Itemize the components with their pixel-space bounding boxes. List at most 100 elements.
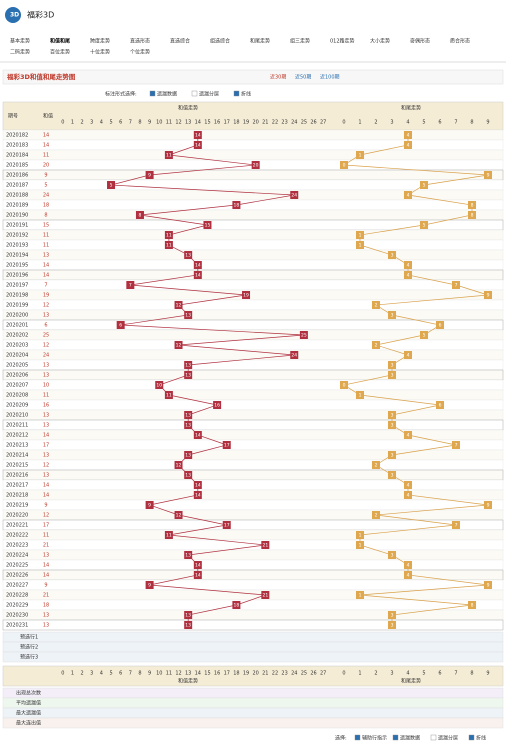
sum-value: 12 [43, 303, 49, 309]
checkbox[interactable] [354, 734, 361, 741]
sum-marker [299, 331, 308, 339]
tail-marker [420, 331, 428, 339]
sum-value: 13 [43, 363, 49, 369]
sum-marker-label: 13 [185, 363, 191, 369]
sum-marker [261, 541, 270, 549]
row-bg [2, 539, 504, 551]
nav-link[interactable]: 二码走势 [10, 49, 30, 56]
stat-row [2, 717, 504, 729]
row-bg [2, 269, 504, 281]
stat-row [2, 687, 504, 699]
tail-marker [356, 231, 364, 239]
tail-marker-label: 6 [439, 403, 442, 409]
axis-label: 20 [252, 671, 258, 677]
sum-marker [222, 521, 231, 529]
sum-marker [164, 231, 173, 239]
nav-link[interactable]: 奇偶形态 [410, 38, 430, 45]
period: 2020205 [6, 363, 28, 369]
sum-marker [251, 161, 260, 169]
sum-marker-label: 13 [185, 373, 191, 379]
row-bg [2, 359, 504, 371]
filter-link[interactable]: 近50期 [295, 74, 311, 81]
row-bg [2, 609, 504, 621]
tail-marker-label: 3 [391, 373, 394, 379]
period: 2020203 [6, 343, 28, 349]
nav-link[interactable]: 和尾走势 [250, 38, 270, 45]
sum-marker-label: 13 [185, 413, 191, 419]
nav-link[interactable]: 个位走势 [130, 49, 150, 56]
row-bg [2, 229, 504, 241]
predict-label[interactable]: 预选行3 [20, 654, 38, 661]
option-text: 折线 [241, 91, 251, 98]
sum-marker-label: 13 [185, 423, 191, 429]
sum-marker-label: 14 [195, 263, 201, 269]
sum-value: 20 [43, 163, 49, 169]
col-header: 期号 [8, 114, 18, 120]
nav-link[interactable]: 和值和尾 [49, 38, 70, 45]
filter-link[interactable]: 近100期 [320, 74, 340, 81]
sum-value: 25 [43, 333, 49, 339]
tail-marker [452, 521, 460, 529]
axis-label: 2 [81, 120, 84, 126]
checkbox[interactable] [430, 734, 437, 741]
sum-value: 13 [43, 423, 49, 429]
axis-label: 14 [195, 120, 201, 126]
predict-row [2, 641, 504, 653]
tail-marker-label: 4 [407, 563, 410, 569]
axis-label: 16 [214, 671, 220, 677]
sum-marker-label: 11 [166, 243, 172, 249]
sum-marker-label: 10 [156, 383, 162, 389]
axis-label: 3 [90, 120, 93, 126]
axis-label: 5 [422, 671, 425, 677]
nav-link[interactable]: 基本走势 [10, 38, 30, 45]
sum-value: 12 [43, 463, 49, 469]
checkbox[interactable] [233, 90, 240, 97]
row-bg [2, 429, 504, 441]
tail-marker [388, 251, 396, 259]
row-bg [2, 309, 504, 321]
period: 2020195 [6, 263, 28, 269]
sum-marker [174, 341, 183, 349]
nav-link[interactable]: 大小走势 [370, 38, 390, 45]
nav-link[interactable]: 012路走势 [330, 38, 355, 45]
checkbox[interactable] [468, 734, 475, 741]
nav-link[interactable]: 质合形态 [450, 38, 470, 45]
row-bg [2, 579, 504, 591]
tail-marker [388, 361, 396, 369]
predict-label[interactable]: 预选行1 [20, 634, 38, 641]
checkbox[interactable] [392, 734, 399, 741]
row-bg [2, 379, 504, 391]
axis-label: 22 [272, 671, 278, 677]
nav-link[interactable]: 十位走势 [90, 49, 110, 56]
tail-marker-label: 8 [471, 213, 474, 219]
nav-link[interactable]: 组选综合 [210, 38, 230, 45]
period: 2020221 [6, 523, 28, 529]
tail-marker [420, 221, 428, 229]
sum-value: 11 [43, 153, 49, 159]
nav-link[interactable]: 百位走势 [50, 49, 70, 56]
checkbox[interactable] [191, 90, 198, 97]
axis-label: 6 [119, 671, 122, 677]
predict-label[interactable]: 预选行2 [20, 644, 38, 651]
sum-marker-label: 11 [166, 153, 172, 159]
nav-link[interactable]: 组三走势 [290, 38, 310, 45]
sum-marker [174, 511, 183, 519]
row-bg [2, 319, 504, 331]
filter-link[interactable]: 近30期 [270, 74, 286, 81]
row-bg [2, 149, 504, 161]
tail-marker [404, 271, 412, 279]
axis-label: 13 [185, 671, 191, 677]
period: 2020200 [6, 313, 28, 319]
nav-link[interactable]: 直选形态 [130, 38, 150, 45]
nav-link[interactable]: 跨度走势 [90, 38, 110, 45]
nav-link[interactable]: 直选综合 [170, 38, 190, 45]
axis-label: 7 [454, 120, 457, 126]
axis-label: 19 [243, 120, 249, 126]
sum-value: 14 [43, 133, 49, 139]
axis-label: 18 [233, 671, 239, 677]
sum-marker-label: 12 [176, 303, 182, 309]
stat-label: 最大遗漏值 [16, 710, 41, 717]
checkbox[interactable] [149, 90, 156, 97]
axis-label: 1 [358, 671, 361, 677]
tail-marker-label: 8 [471, 203, 474, 209]
